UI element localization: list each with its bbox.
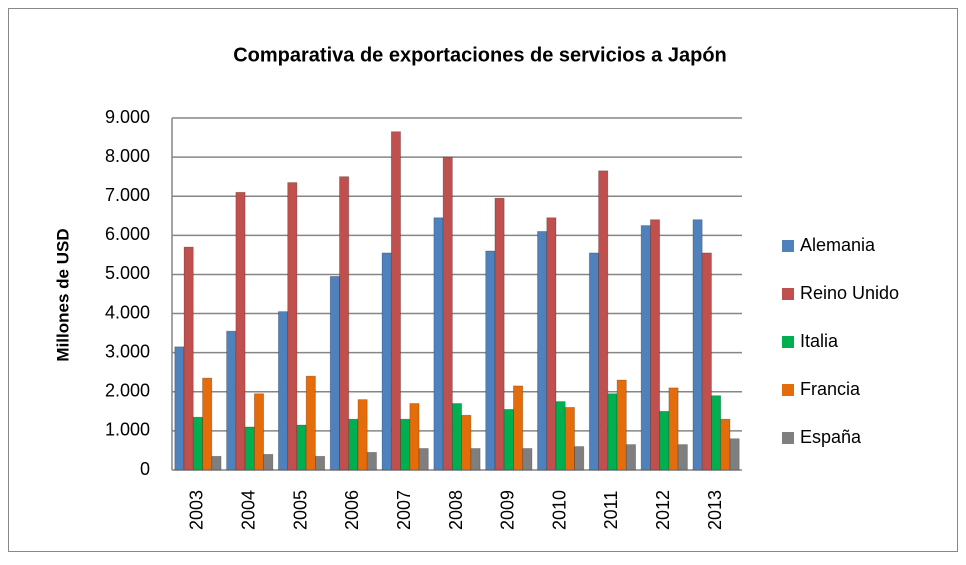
bar bbox=[701, 252, 712, 471]
bar bbox=[494, 197, 505, 471]
x-tick-label: 2013 bbox=[705, 490, 725, 530]
y-tick-label: 4.000 bbox=[105, 302, 150, 322]
chart-title: Comparativa de exportaciones de servicio… bbox=[233, 44, 727, 66]
bar bbox=[625, 444, 636, 471]
bar bbox=[211, 455, 222, 471]
bar bbox=[296, 424, 307, 471]
x-tick-label: 2004 bbox=[238, 490, 258, 530]
bar bbox=[329, 275, 340, 471]
legend-label: España bbox=[800, 427, 862, 447]
bar bbox=[390, 131, 401, 471]
bar bbox=[263, 453, 274, 471]
y-tick-label: 8.000 bbox=[105, 146, 150, 166]
legend-swatch bbox=[782, 240, 794, 252]
bar bbox=[711, 395, 722, 471]
bar bbox=[183, 246, 194, 471]
bar bbox=[537, 231, 548, 471]
bar bbox=[470, 448, 481, 471]
legend-label: Francia bbox=[800, 379, 861, 399]
bar bbox=[677, 444, 688, 471]
bar bbox=[503, 408, 514, 471]
x-tick-label: 2003 bbox=[187, 490, 207, 530]
legend-swatch bbox=[782, 336, 794, 348]
bar bbox=[588, 252, 599, 471]
legend-swatch bbox=[782, 432, 794, 444]
bar bbox=[720, 418, 731, 471]
bar bbox=[287, 182, 298, 471]
bar bbox=[640, 225, 651, 471]
legend-label: Italia bbox=[800, 331, 839, 351]
bar bbox=[366, 451, 377, 471]
bar bbox=[692, 219, 703, 471]
bar bbox=[253, 393, 265, 471]
y-tick-label: 2.000 bbox=[105, 381, 150, 401]
y-axis-title: Millones de USD bbox=[53, 228, 72, 361]
x-tick-label: 2007 bbox=[394, 490, 414, 530]
bar bbox=[574, 446, 585, 471]
bar bbox=[418, 448, 429, 471]
y-tick-label: 7.000 bbox=[105, 185, 150, 205]
bar bbox=[400, 418, 411, 471]
bar bbox=[192, 416, 203, 471]
bar bbox=[235, 191, 246, 471]
bar bbox=[278, 311, 289, 471]
bar bbox=[564, 407, 575, 471]
bar bbox=[409, 403, 420, 471]
bar bbox=[659, 410, 670, 471]
bar bbox=[348, 418, 359, 471]
bar bbox=[244, 426, 255, 471]
chart-frame bbox=[8, 8, 958, 552]
bar bbox=[555, 401, 566, 471]
y-tick-label: 5.000 bbox=[105, 263, 150, 283]
bar bbox=[598, 170, 609, 471]
x-tick-label: 2010 bbox=[549, 490, 569, 530]
bar bbox=[649, 219, 661, 471]
x-tick-label: 2005 bbox=[290, 490, 310, 530]
bar bbox=[729, 438, 740, 471]
y-tick-label: 6.000 bbox=[105, 224, 150, 244]
x-tick-label: 2006 bbox=[342, 490, 362, 530]
bar bbox=[522, 448, 533, 471]
bar bbox=[174, 346, 185, 471]
bar bbox=[616, 379, 627, 471]
y-tick-label: 0 bbox=[140, 459, 150, 479]
bar bbox=[513, 385, 524, 471]
y-tick-label: 9.000 bbox=[105, 107, 150, 127]
x-tick-label: 2009 bbox=[498, 490, 518, 530]
y-tick-label: 3.000 bbox=[105, 341, 150, 361]
bar bbox=[451, 403, 463, 471]
bar bbox=[381, 252, 392, 471]
y-tick-label: 1.000 bbox=[105, 420, 150, 440]
bar bbox=[339, 176, 350, 471]
bar bbox=[433, 217, 444, 471]
bar bbox=[442, 156, 453, 471]
bar bbox=[607, 393, 618, 471]
x-tick-label: 2011 bbox=[601, 491, 621, 530]
bar bbox=[546, 217, 557, 471]
x-tick-label: 2008 bbox=[446, 490, 466, 530]
bar bbox=[357, 399, 368, 471]
bar bbox=[202, 377, 213, 471]
bar bbox=[668, 387, 679, 471]
bar bbox=[315, 455, 326, 471]
legend-label: Alemania bbox=[800, 235, 876, 255]
bar bbox=[461, 414, 472, 471]
legend-label: Reino Unido bbox=[800, 283, 899, 303]
x-tick-label: 2012 bbox=[653, 490, 673, 530]
legend-swatch bbox=[782, 384, 794, 396]
bar bbox=[485, 250, 496, 471]
bar bbox=[226, 330, 237, 471]
bar bbox=[305, 375, 316, 471]
legend-swatch bbox=[782, 288, 794, 300]
